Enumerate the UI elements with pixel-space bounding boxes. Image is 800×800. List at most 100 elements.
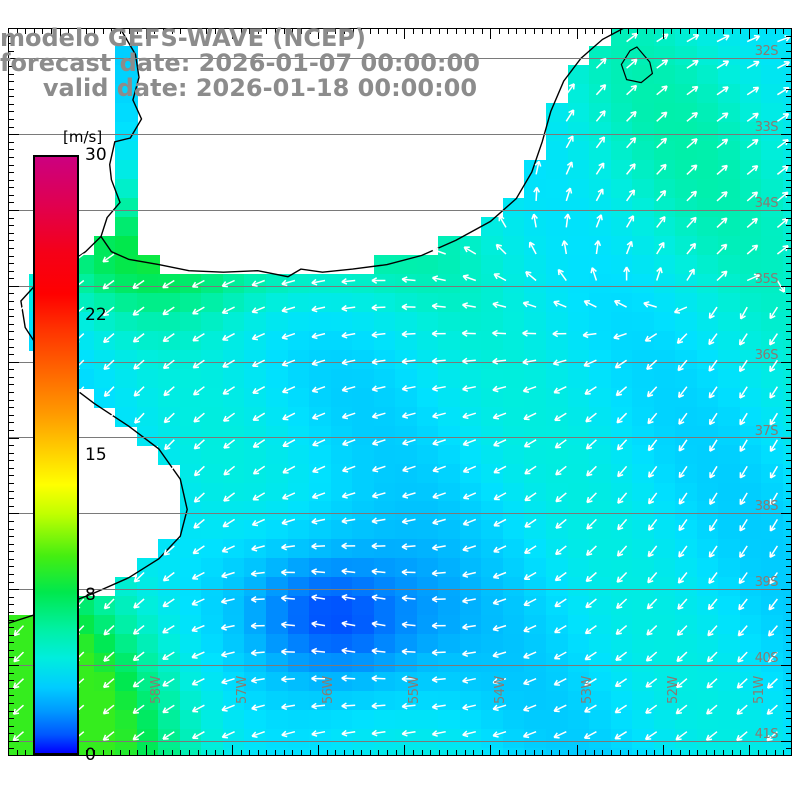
raster-cell [697,615,720,635]
raster-cell [374,350,397,370]
raster-cell [417,653,440,673]
raster-cell [632,615,655,635]
axis-tick [775,750,776,756]
lat-label: 39S [754,575,779,591]
raster-cell [503,634,526,654]
raster-cell [761,748,784,756]
raster-cell [201,577,224,597]
axis-tick [559,28,560,34]
raster-cell [223,748,246,756]
raster-cell [568,407,591,427]
raster-cell [352,407,375,427]
axis-tick [8,491,14,492]
axis-tick [8,665,19,666]
raster-cell [568,501,591,521]
raster-cell [568,520,591,540]
raster-cell [783,577,792,597]
raster-cell [546,672,569,692]
axis-tick [8,430,14,431]
axis-tick [786,89,792,90]
axis-tick [8,240,14,241]
raster-cell [697,217,720,237]
raster-cell [180,691,203,711]
axis-tick [456,750,457,756]
raster-cell [288,312,311,332]
axis-tick [206,750,207,756]
axis-tick [8,627,14,628]
raster-cell [675,710,698,730]
raster-cell [783,407,792,427]
raster-cell [223,350,246,370]
axis-tick [335,750,336,756]
raster-cell [589,483,612,503]
raster-cell [568,445,591,465]
axis-tick [241,28,242,34]
raster-cell [352,691,375,711]
raster-cell [352,748,375,756]
raster-cell [481,539,504,559]
raster-cell [675,388,698,408]
raster-cell [568,369,591,389]
raster-cell [718,748,741,756]
raster-cell [503,501,526,521]
raster-cell [503,729,526,749]
raster-cell [201,407,224,427]
axis-tick [525,750,526,756]
axis-tick [370,28,371,34]
raster-cell [546,748,569,756]
axis-tick [786,149,792,150]
axis-tick [697,750,698,756]
raster-cell [158,426,181,446]
raster-cell [417,255,440,275]
axis-tick [786,612,792,613]
raster-cell [115,748,138,756]
raster-cell [244,369,267,389]
raster-cell [718,293,741,313]
raster-cell [697,539,720,559]
axis-tick [422,28,423,34]
raster-cell [697,426,720,446]
axis-tick [8,104,14,105]
raster-cell [632,331,655,351]
raster-cell [481,710,504,730]
axis-tick [8,218,14,219]
raster-cell [524,445,547,465]
raster-cell [632,691,655,711]
raster-cell [611,520,634,540]
map-plot-area[interactable] [8,28,792,756]
raster-cell [718,84,741,104]
raster-cell [524,520,547,540]
axis-tick [8,43,14,44]
raster-cell [503,691,526,711]
raster-cell [740,483,763,503]
raster-cell [481,407,504,427]
raster-cell [611,274,634,294]
raster-cell [438,615,461,635]
raster-cell [115,615,138,635]
raster-cell [740,710,763,730]
raster-cell [395,710,418,730]
raster-cell [589,141,612,161]
raster-cell [223,407,246,427]
lat-label: 32S [754,44,779,60]
raster-cell [180,729,203,749]
raster-cell [180,331,203,351]
raster-cell [374,520,397,540]
raster-cell [718,255,741,275]
axis-tick [786,574,792,575]
raster-cell [266,274,289,294]
raster-cell [8,710,31,730]
axis-tick [198,28,199,34]
axis-tick [8,74,14,75]
raster-cell [632,141,655,161]
raster-cell [524,710,547,730]
lat-label: 34S [754,196,779,211]
raster-cell [94,388,117,408]
axis-tick [786,559,792,560]
axis-tick [344,750,345,756]
raster-cell [115,179,138,199]
raster-cell [201,615,224,635]
raster-cell [675,331,698,351]
raster-cell [783,369,792,389]
